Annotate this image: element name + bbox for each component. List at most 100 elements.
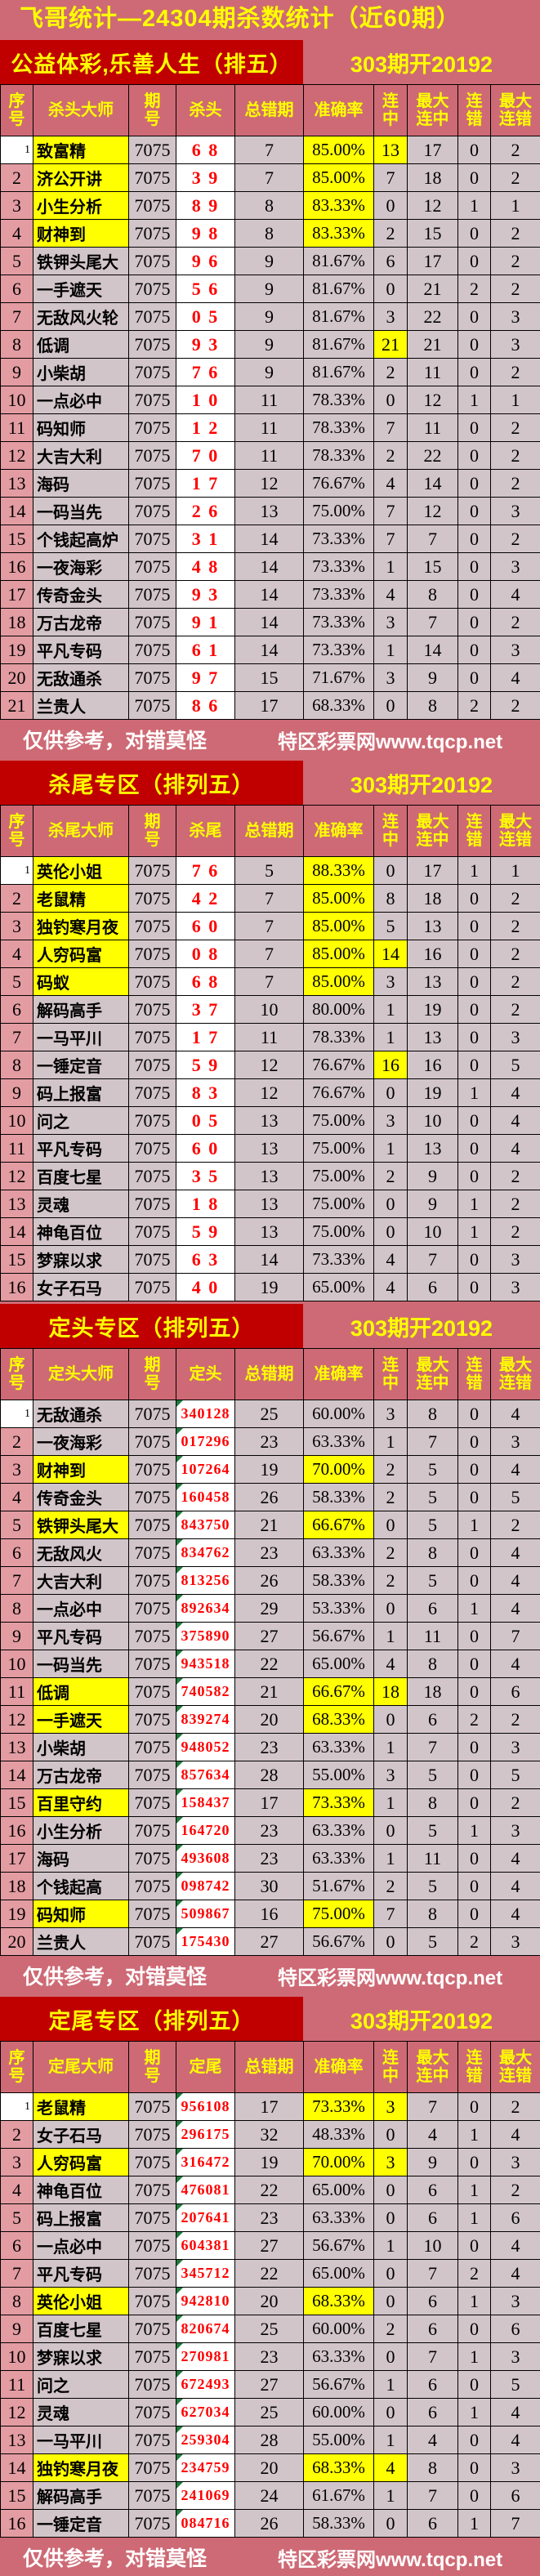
seq-cell: 16 — [1, 2510, 33, 2538]
miss-cell: 0 — [458, 940, 491, 968]
accuracy-cell: 53.33% — [304, 1595, 374, 1623]
max-miss-cell: 4 — [491, 2260, 540, 2288]
streak-cell: 0 — [374, 2121, 408, 2149]
seq-cell: 12 — [1, 442, 33, 470]
max-miss-cell: 3 — [491, 1274, 540, 1301]
accuracy-cell: 85.00% — [304, 164, 374, 192]
seq-cell: 3 — [1, 913, 33, 940]
column-header: 准确率 — [304, 85, 374, 136]
streak-cell: 4 — [374, 470, 408, 498]
max-streak-cell: 8 — [408, 1789, 458, 1817]
column-header: 期 号 — [129, 806, 176, 857]
miss-cell: 0 — [458, 1539, 491, 1567]
seq-cell: 13 — [1, 2426, 33, 2454]
miss-cell: 0 — [458, 609, 491, 636]
master-cell: 无敌通杀 — [33, 1400, 129, 1428]
max-streak-cell: 11 — [408, 359, 458, 386]
pick-cell: 857634 — [176, 1761, 235, 1789]
wrong-cell: 14 — [235, 525, 304, 553]
seq-cell: 20 — [1, 664, 33, 692]
accuracy-cell: 68.33% — [304, 1706, 374, 1734]
pick-cell: 8 6 — [176, 692, 235, 720]
seq-cell: 21 — [1, 692, 33, 720]
streak-cell: 7 — [374, 1900, 408, 1928]
max-miss-cell: 2 — [491, 885, 540, 913]
period-cell: 7075 — [129, 1567, 176, 1595]
period-cell: 7075 — [129, 2149, 176, 2176]
period-cell: 7075 — [129, 1873, 176, 1900]
max-streak-cell: 8 — [408, 1650, 458, 1678]
master-cell: 一锤定音 — [33, 2510, 129, 2538]
max-miss-cell: 4 — [491, 1135, 540, 1163]
column-header: 序 号 — [1, 806, 33, 857]
miss-cell: 0 — [458, 136, 491, 164]
master-cell: 问之 — [33, 2371, 129, 2399]
cell-note-triangle-icon — [176, 1900, 183, 1907]
miss-cell: 1 — [458, 2510, 491, 2538]
accuracy-cell: 63.33% — [304, 2343, 374, 2371]
max-streak-cell: 11 — [408, 1845, 458, 1873]
period-cell: 7075 — [129, 331, 176, 359]
wrong-cell: 29 — [235, 1595, 304, 1623]
accuracy-cell: 56.67% — [304, 1928, 374, 1956]
max-miss-cell: 3 — [491, 2149, 540, 2176]
pick-cell: 9 3 — [176, 331, 235, 359]
streak-cell: 0 — [374, 1817, 408, 1845]
miss-cell: 1 — [458, 857, 491, 885]
miss-cell: 2 — [458, 1928, 491, 1956]
max-streak-cell: 6 — [408, 2288, 458, 2315]
master-cell: 一马平川 — [33, 1024, 129, 1051]
column-header: 序 号 — [1, 1349, 33, 1400]
period-cell: 7075 — [129, 857, 176, 885]
wrong-cell: 13 — [235, 1135, 304, 1163]
header-row: 序 号定尾大师期 号定尾总错期准确率连 中最大 连中连 错最大 连错 — [1, 2042, 540, 2093]
column-header: 最大 连中 — [408, 1349, 458, 1400]
cell-note-triangle-icon — [176, 2510, 183, 2516]
seq-cell: 5 — [1, 2204, 33, 2232]
master-cell: 一夜海彩 — [33, 1428, 129, 1456]
max-streak-cell: 6 — [408, 2315, 458, 2343]
accuracy-cell: 63.33% — [304, 1817, 374, 1845]
max-streak-cell: 9 — [408, 2149, 458, 2176]
period-cell: 7075 — [129, 2482, 176, 2510]
seq-cell: 19 — [1, 636, 33, 664]
max-miss-cell: 2 — [491, 1706, 540, 1734]
master-cell: 小柴胡 — [33, 359, 129, 386]
master-cell: 人穷码富 — [33, 940, 129, 968]
master-cell: 独钓寒月夜 — [33, 2454, 129, 2482]
seq-cell: 6 — [1, 996, 33, 1024]
seq-cell: 10 — [1, 2343, 33, 2371]
master-cell: 梦寐以求 — [33, 1246, 129, 1274]
wrong-cell: 7 — [235, 940, 304, 968]
streak-cell: 1 — [374, 996, 408, 1024]
wrong-cell: 23 — [235, 1817, 304, 1845]
accuracy-cell: 56.67% — [304, 2232, 374, 2260]
seq-cell: 16 — [1, 553, 33, 581]
cell-note-triangle-icon — [176, 2315, 183, 2322]
period-cell: 7075 — [129, 470, 176, 498]
max-miss-cell: 2 — [491, 1190, 540, 1218]
seq-cell: 2 — [1, 1428, 33, 1456]
streak-cell: 0 — [374, 1706, 408, 1734]
period-cell: 7075 — [129, 2315, 176, 2343]
column-header: 总错期 — [235, 85, 304, 136]
max-streak-cell: 6 — [408, 2399, 458, 2426]
wrong-cell: 27 — [235, 2371, 304, 2399]
miss-cell: 0 — [458, 581, 491, 609]
pick-cell: 207641 — [176, 2204, 235, 2232]
seq-cell: 12 — [1, 1163, 33, 1190]
pick-cell: 4 2 — [176, 885, 235, 913]
wrong-cell: 9 — [235, 359, 304, 386]
miss-cell: 0 — [458, 220, 491, 248]
max-streak-cell: 10 — [408, 1218, 458, 1246]
max-streak-cell: 8 — [408, 2454, 458, 2482]
column-header: 总错期 — [235, 1349, 304, 1400]
